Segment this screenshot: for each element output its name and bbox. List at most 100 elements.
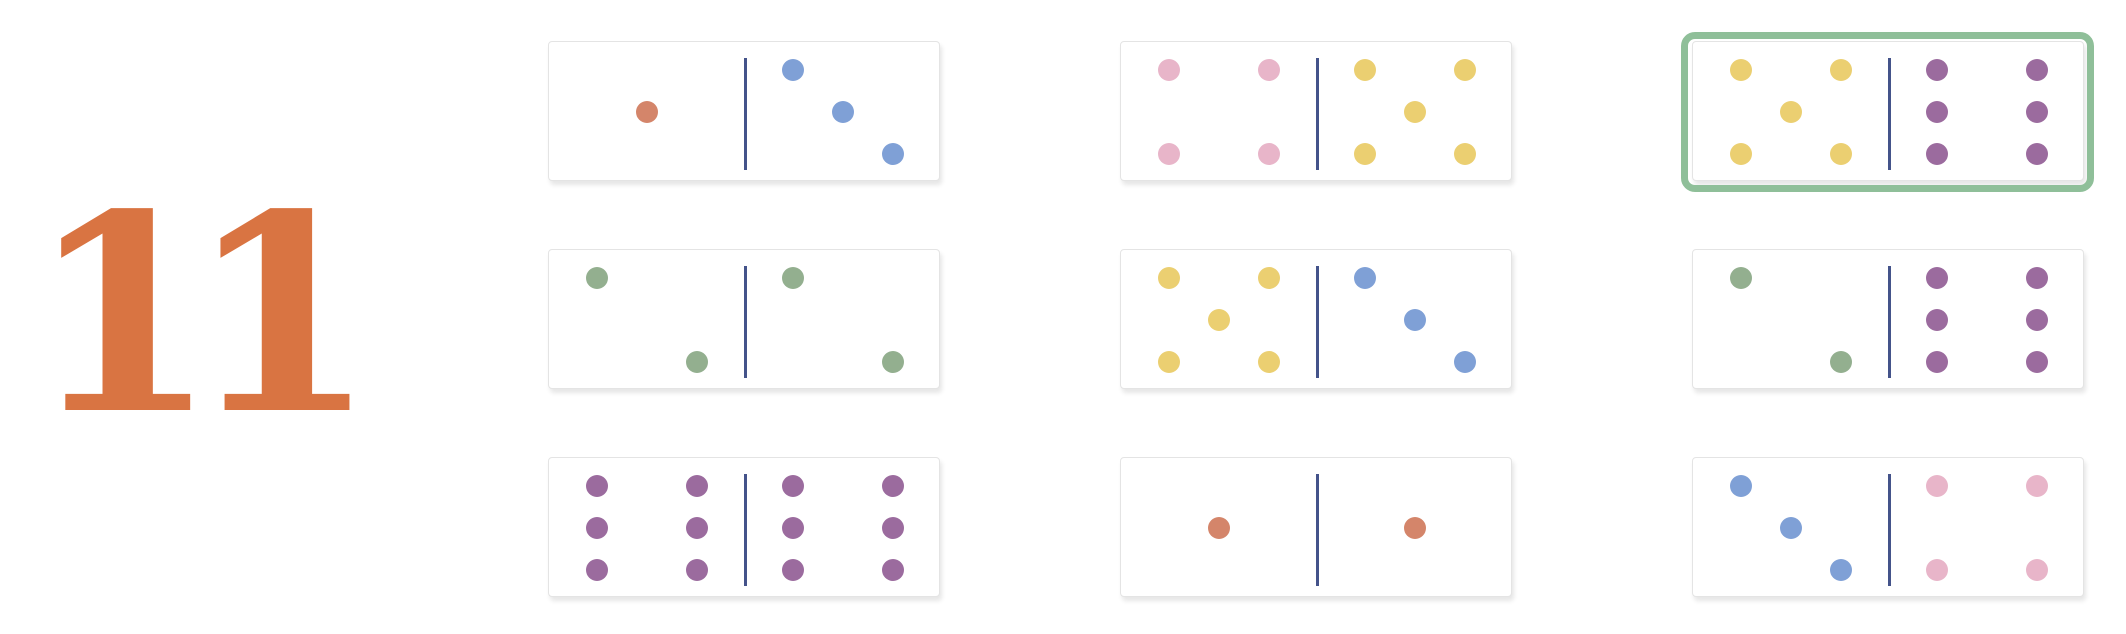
domino-half-right bbox=[1317, 42, 1513, 182]
pip-2 bbox=[1830, 351, 1852, 373]
domino-half-left bbox=[1693, 458, 1889, 598]
pip-6 bbox=[882, 475, 904, 497]
pip-2 bbox=[782, 267, 804, 289]
pip-5 bbox=[1354, 143, 1376, 165]
pip-2 bbox=[1730, 267, 1752, 289]
domino-divider bbox=[744, 58, 747, 170]
domino-5-6[interactable] bbox=[1681, 32, 2094, 192]
pip-3 bbox=[1404, 309, 1426, 331]
pip-4 bbox=[1926, 559, 1948, 581]
pip-3 bbox=[1830, 559, 1852, 581]
domino-2-2[interactable] bbox=[548, 249, 940, 389]
pip-2 bbox=[882, 351, 904, 373]
pip-4 bbox=[1258, 59, 1280, 81]
pip-1 bbox=[1208, 517, 1230, 539]
pip-5 bbox=[1830, 59, 1852, 81]
pip-5 bbox=[1158, 267, 1180, 289]
domino-1-3[interactable] bbox=[548, 41, 940, 181]
pip-4 bbox=[1158, 143, 1180, 165]
domino-half-right bbox=[1317, 250, 1513, 390]
domino-half-left bbox=[1121, 42, 1317, 182]
pip-5 bbox=[1780, 101, 1802, 123]
pip-4 bbox=[1158, 59, 1180, 81]
domino-half-right bbox=[1317, 458, 1513, 598]
pip-5 bbox=[1404, 101, 1426, 123]
domino-divider bbox=[1316, 474, 1319, 586]
domino-divider bbox=[1316, 266, 1319, 378]
domino-half-right bbox=[1889, 458, 2085, 598]
pip-5 bbox=[1730, 143, 1752, 165]
pip-5 bbox=[1454, 59, 1476, 81]
pip-3 bbox=[1780, 517, 1802, 539]
domino-half-left bbox=[549, 458, 745, 598]
domino-divider bbox=[1888, 266, 1891, 378]
domino-half-left bbox=[1693, 250, 1889, 390]
pip-3 bbox=[1730, 475, 1752, 497]
pip-6 bbox=[686, 559, 708, 581]
domino-divider bbox=[1316, 58, 1319, 170]
pip-6 bbox=[2026, 101, 2048, 123]
pip-5 bbox=[1158, 351, 1180, 373]
domino-half-right bbox=[1889, 250, 2085, 390]
pip-3 bbox=[1354, 267, 1376, 289]
pip-6 bbox=[2026, 267, 2048, 289]
pip-2 bbox=[586, 267, 608, 289]
pip-5 bbox=[1730, 59, 1752, 81]
pip-4 bbox=[1258, 143, 1280, 165]
pip-6 bbox=[2026, 351, 2048, 373]
pip-5 bbox=[1258, 351, 1280, 373]
pip-1 bbox=[1404, 517, 1426, 539]
domino-divider bbox=[1888, 474, 1891, 586]
pip-5 bbox=[1208, 309, 1230, 331]
pip-2 bbox=[686, 351, 708, 373]
domino-half-right bbox=[1889, 42, 2085, 182]
domino-divider bbox=[744, 266, 747, 378]
target-number: 11 bbox=[28, 156, 376, 475]
domino-divider bbox=[1888, 58, 1891, 170]
pip-3 bbox=[1454, 351, 1476, 373]
pip-6 bbox=[1926, 267, 1948, 289]
pip-6 bbox=[686, 517, 708, 539]
pip-6 bbox=[2026, 309, 2048, 331]
domino-half-left bbox=[549, 250, 745, 390]
pip-3 bbox=[832, 101, 854, 123]
domino-half-right bbox=[745, 458, 941, 598]
pip-5 bbox=[1830, 143, 1852, 165]
pip-6 bbox=[882, 559, 904, 581]
pip-6 bbox=[2026, 143, 2048, 165]
domino-half-left bbox=[549, 42, 745, 182]
pip-3 bbox=[782, 59, 804, 81]
pip-6 bbox=[782, 475, 804, 497]
pip-6 bbox=[586, 517, 608, 539]
pip-5 bbox=[1454, 143, 1476, 165]
domino-half-left bbox=[1693, 42, 1889, 182]
domino-1-1[interactable] bbox=[1120, 457, 1512, 597]
domino-half-right bbox=[745, 42, 941, 182]
pip-5 bbox=[1258, 267, 1280, 289]
pip-6 bbox=[882, 517, 904, 539]
pip-4 bbox=[2026, 475, 2048, 497]
pip-6 bbox=[2026, 59, 2048, 81]
domino-divider bbox=[744, 474, 747, 586]
pip-4 bbox=[2026, 559, 2048, 581]
pip-6 bbox=[1926, 101, 1948, 123]
pip-5 bbox=[1354, 59, 1376, 81]
domino-6-6[interactable] bbox=[548, 457, 940, 597]
pip-6 bbox=[1926, 309, 1948, 331]
domino-4-5[interactable] bbox=[1120, 41, 1512, 181]
domino-3-4[interactable] bbox=[1692, 457, 2084, 597]
domino-half-left bbox=[1121, 458, 1317, 598]
domino-2-6[interactable] bbox=[1692, 249, 2084, 389]
pip-6 bbox=[782, 559, 804, 581]
pip-6 bbox=[686, 475, 708, 497]
domino-half-right bbox=[745, 250, 941, 390]
pip-6 bbox=[1926, 143, 1948, 165]
domino-half-left bbox=[1121, 250, 1317, 390]
pip-6 bbox=[586, 475, 608, 497]
pip-1 bbox=[636, 101, 658, 123]
pip-4 bbox=[1926, 475, 1948, 497]
domino-5-3[interactable] bbox=[1120, 249, 1512, 389]
pip-6 bbox=[1926, 59, 1948, 81]
pip-3 bbox=[882, 143, 904, 165]
